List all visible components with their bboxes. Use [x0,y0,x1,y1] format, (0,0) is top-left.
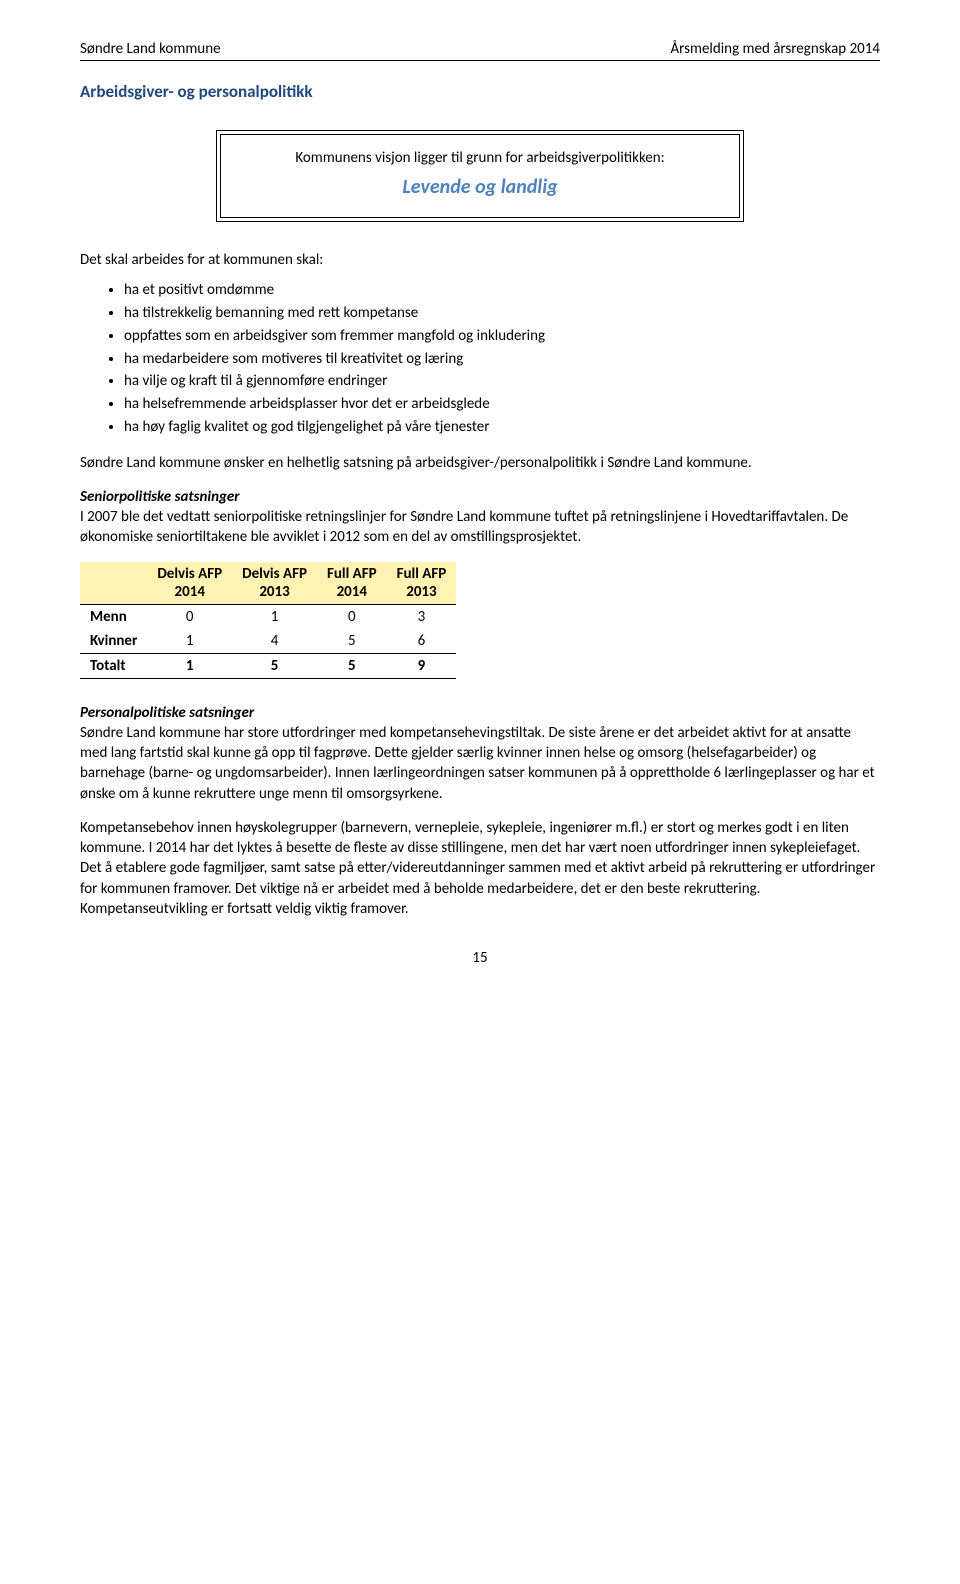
page: Søndre Land kommune Årsmelding med årsre… [0,0,960,1007]
vision-intro: Kommunens visjon ligger til grunn for ar… [241,149,719,167]
list-item: oppfattes som en arbeidsgiver som fremme… [124,326,880,348]
afp-table: Delvis AFP 2014 Delvis AFP 2013 Full AFP… [80,562,456,679]
table-header-text: 2014 [337,583,367,601]
table-header-col4: Full AFP 2013 [387,562,457,605]
table-header-text: 2013 [259,583,289,601]
vision-box-inner: Kommunens visjon ligger til grunn for ar… [220,134,740,218]
intro-paragraph: Det skal arbeides for at kommunen skal: [80,250,880,270]
table-cell: 1 [147,629,232,654]
row-label: Kvinner [80,629,147,654]
table-row: Kvinner 1 4 5 6 [80,629,456,654]
header-left: Søndre Land kommune [80,40,221,58]
senior-section: Seniorpolitiske satsninger I 2007 ble de… [80,487,880,548]
after-bullets-paragraph: Søndre Land kommune ønsker en helhetlig … [80,453,880,473]
personal-paragraph-2: Kompetansebehov innen høyskolegrupper (b… [80,818,880,919]
list-item: ha høy faglig kvalitet og god tilgjengel… [124,417,880,439]
list-item: ha et positivt omdømme [124,280,880,302]
section-title: Arbeidsgiver- og personalpolitikk [80,81,880,102]
table-header-text: Full AFP [397,565,447,583]
header-right: Årsmelding med årsregnskap 2014 [670,40,880,58]
vision-text: Levende og landlig [241,175,719,199]
table-header-blank [80,562,147,605]
list-item: ha tilstrekkelig bemanning med rett komp… [124,303,880,325]
table-cell: 5 [232,653,317,678]
vision-box: Kommunens visjon ligger til grunn for ar… [216,130,744,222]
table-header-text: Delvis AFP [157,565,222,583]
list-item: ha helsefremmende arbeidsplasser hvor de… [124,394,880,416]
table-header-col1: Delvis AFP 2014 [147,562,232,605]
table-header-text: Full AFP [327,565,377,583]
table-header-text: 2013 [406,583,436,601]
table-header-col3: Full AFP 2014 [317,562,387,605]
page-header: Søndre Land kommune Årsmelding med årsre… [80,40,880,61]
senior-heading: Seniorpolitiske satsninger [80,488,240,506]
page-number: 15 [80,949,880,967]
table-cell: 1 [147,653,232,678]
row-label: Menn [80,604,147,629]
list-item: ha vilje og kraft til å gjennomføre endr… [124,371,880,393]
table-header-col2: Delvis AFP 2013 [232,562,317,605]
table-cell: 9 [387,653,457,678]
table-cell: 0 [147,604,232,629]
table-cell: 4 [232,629,317,654]
table-cell: 3 [387,604,457,629]
table-cell: 6 [387,629,457,654]
senior-paragraph: I 2007 ble det vedtatt seniorpolitiske r… [80,508,848,546]
list-item: ha medarbeidere som motiveres til kreati… [124,349,880,371]
table-header-text: 2014 [175,583,205,601]
table-cell: 0 [317,604,387,629]
personal-paragraph-1: Søndre Land kommune har store utfordring… [80,724,875,803]
row-label: Totalt [80,653,147,678]
bullet-list: ha et positivt omdømme ha tilstrekkelig … [80,280,880,438]
table-cell: 5 [317,653,387,678]
table-cell: 1 [232,604,317,629]
table-header-text: Delvis AFP [242,565,307,583]
table-total-row: Totalt 1 5 5 9 [80,653,456,678]
personal-section-1: Personalpolitiske satsninger Søndre Land… [80,703,880,804]
table-row: Menn 0 1 0 3 [80,604,456,629]
table-cell: 5 [317,629,387,654]
personal-heading: Personalpolitiske satsninger [80,704,254,722]
